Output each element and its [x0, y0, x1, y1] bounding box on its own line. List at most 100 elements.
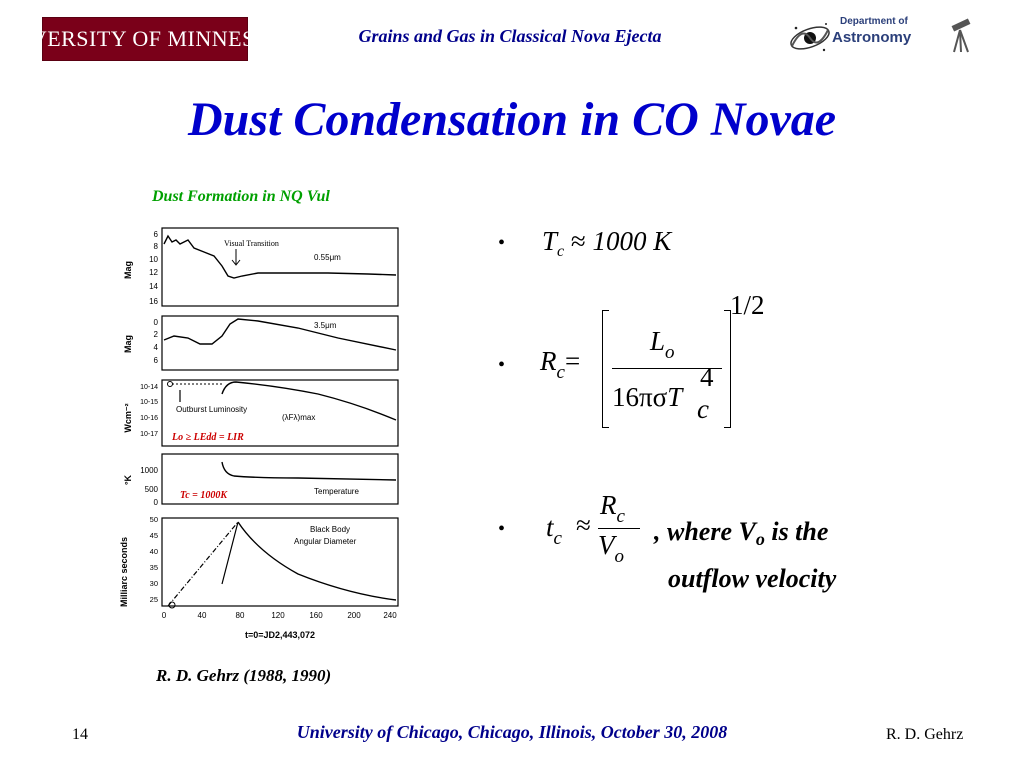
bullet-marker-1: • — [498, 232, 506, 254]
rc-symbol: R — [540, 346, 557, 376]
rc-numerator-subscript: o — [665, 342, 675, 363]
y-axis-label-milliarcsec: Milliarc seconds — [119, 537, 129, 607]
bullet-marker-3: • — [498, 518, 506, 540]
panel-angular-diameter: 50 45 40 35 30 25 Black Body Angular Dia… — [150, 515, 399, 609]
svg-text:25: 25 — [150, 595, 158, 604]
svg-text:160: 160 — [309, 611, 323, 620]
panel-flux: 10-14 10-15 10-16 10-17 Outburst Luminos… — [140, 379, 399, 447]
tc-value: 1000 K — [592, 226, 672, 256]
footer-venue: University of Chicago, Chicago, Illinois… — [296, 722, 728, 742]
svg-text:0: 0 — [162, 611, 167, 620]
bullet-rc-equation: Rc= Lo 16πσT c 4 1/2 — [540, 290, 800, 440]
eddington-overlay: Lo ≥ LEdd = LIR — [171, 432, 244, 443]
t-fraction-bar — [598, 528, 640, 529]
svg-text:40: 40 — [150, 547, 158, 556]
panel3-y-ticks: 10-14 10-15 10-16 10-17 — [140, 384, 158, 438]
y-axis-label-mag-1: Mag — [123, 261, 133, 279]
lambda-flux-max-label: (λFλ)max — [282, 413, 315, 422]
svg-text:12: 12 — [149, 268, 158, 277]
svg-text:200: 200 — [347, 611, 361, 620]
department-of-astronomy-logo: Department of Astronomy — [786, 12, 982, 64]
outflow-velocity-note: , where Vo is the outflow velocity — [654, 512, 836, 599]
y-axis-label-temperature: °K — [123, 474, 133, 485]
svg-text:6: 6 — [154, 230, 159, 239]
note-line-2: outflow velocity — [668, 564, 837, 593]
t-symbol: t — [546, 512, 554, 542]
svg-text:40: 40 — [198, 611, 207, 620]
tc-symbol: T — [542, 226, 558, 256]
svg-text:8: 8 — [154, 242, 159, 251]
rc-denominator-subscript: c — [697, 394, 709, 424]
galaxy-icon — [790, 23, 830, 52]
bullet-marker-2: • — [498, 354, 506, 376]
slide-title: Dust Condensation in CO Novae — [187, 93, 837, 146]
x-axis-ticks: 0 40 80 120 160 200 240 — [162, 611, 397, 620]
rc-denominator-prefix: 16πσ — [612, 382, 668, 412]
t-denominator-subscript: o — [614, 546, 625, 567]
university-of-minnesota-logo: UNIVERSITY OF MINNESOTA — [0, 17, 299, 61]
panel2-wavelength-label: 3.5μm — [314, 321, 337, 330]
panel1-y-ticks: 6 8 10 12 14 16 — [149, 230, 158, 306]
tc-subscript: c — [557, 243, 565, 260]
y-axis-label-flux: Wcm⁻² — [123, 403, 133, 432]
svg-text:6: 6 — [154, 356, 159, 365]
nq-vul-light-curve-figure: Mag Mag Wcm⁻² °K Milliarc seconds 6 8 10… — [119, 227, 399, 640]
rc-subscript: c — [556, 362, 565, 383]
svg-text:45: 45 — [150, 531, 158, 540]
svg-text:0: 0 — [154, 498, 159, 507]
panel-ir-magnitude: 0 2 4 6 3.5μm — [154, 315, 399, 371]
angular-diameter-label: Angular Diameter — [294, 537, 357, 546]
svg-text:30: 30 — [150, 579, 158, 588]
temperature-label: Temperature — [314, 487, 359, 496]
svg-text:10-15: 10-15 — [140, 399, 158, 406]
black-body-label: Black Body — [310, 525, 350, 534]
rc-denominator-t: T — [667, 382, 683, 412]
footer-author: R. D. Gehrz — [886, 726, 964, 743]
svg-text:4: 4 — [154, 343, 159, 352]
department-line: Department of — [840, 16, 908, 27]
panel-temperature: 1000 500 0 Temperature Tc = 1000K — [140, 453, 399, 507]
telescope-icon — [951, 18, 971, 53]
svg-text:120: 120 — [271, 611, 285, 620]
y-axis-label-mag-2: Mag — [123, 335, 133, 353]
svg-text:1000: 1000 — [140, 466, 158, 475]
logo-text: UNIVERSITY OF MINNESOTA — [0, 26, 300, 51]
panel1-wavelength-label: 0.55μm — [314, 253, 341, 262]
rc-denominator-power: 4 — [700, 362, 714, 392]
rc-numerator: L — [650, 326, 666, 356]
svg-text:240: 240 — [383, 611, 397, 620]
t-numerator: R — [600, 490, 617, 520]
page-number: 14 — [72, 726, 88, 743]
t-denominator: V — [598, 530, 615, 560]
bullet-tc-flow-equation: tc ≈ Rc Vo — [546, 486, 656, 576]
department-name: Astronomy — [832, 29, 912, 46]
tc-approx-sign: ≈ — [570, 226, 586, 256]
rc-fraction-bar — [612, 368, 722, 369]
right-bracket — [724, 310, 731, 428]
svg-text:10: 10 — [149, 255, 158, 264]
panel2-y-ticks: 0 2 4 6 — [154, 318, 159, 365]
svg-text:14: 14 — [149, 282, 158, 291]
visual-transition-annotation: Visual Transition — [224, 239, 279, 248]
outburst-luminosity-label: Outburst Luminosity — [176, 405, 247, 414]
svg-text:80: 80 — [236, 611, 245, 620]
svg-text:50: 50 — [150, 515, 158, 524]
figure-caption: Dust Formation in NQ Vul — [152, 188, 330, 205]
down-arrow-icon — [231, 249, 241, 266]
t-numerator-subscript: c — [616, 506, 625, 527]
svg-text:35: 35 — [150, 563, 158, 572]
panel4-y-ticks: 1000 500 0 — [140, 466, 158, 507]
svg-text:500: 500 — [145, 485, 159, 494]
svg-text:10-14: 10-14 — [140, 384, 158, 391]
svg-text:16: 16 — [149, 297, 158, 306]
t-approx-sign: ≈ — [576, 510, 591, 540]
note-line-1: , where Vo is the — [654, 517, 829, 549]
figure-credit: R. D. Gehrz (1988, 1990) — [156, 666, 332, 685]
panel-visual-magnitude: 6 8 10 12 14 16 Visual Transition 0.55μm — [149, 227, 399, 307]
svg-text:0: 0 — [154, 318, 159, 327]
bullet-tc-equation: Tc ≈ 1000 K — [542, 226, 671, 261]
rc-exponent: 1/2 — [730, 290, 765, 320]
left-bracket — [602, 310, 609, 428]
svg-text:2: 2 — [154, 330, 159, 339]
svg-text:10-16: 10-16 — [140, 415, 158, 422]
